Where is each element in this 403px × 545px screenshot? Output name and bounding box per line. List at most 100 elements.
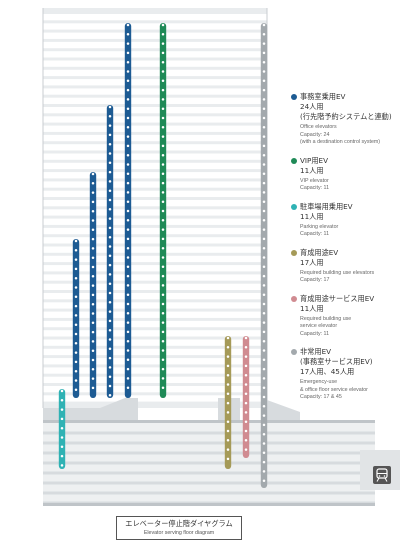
stop-dot bbox=[74, 286, 78, 289]
stop-dot bbox=[108, 105, 112, 109]
floor-slab bbox=[43, 376, 267, 383]
stop-dot bbox=[262, 51, 266, 55]
stop-dot bbox=[91, 293, 95, 297]
stop-dot bbox=[108, 291, 112, 295]
stop-dot bbox=[244, 355, 248, 358]
stop-dot bbox=[108, 263, 112, 267]
elevator-shaft bbox=[106, 105, 114, 398]
stop-dot bbox=[161, 265, 165, 269]
stop-dot bbox=[126, 349, 130, 352]
stop-dot bbox=[91, 247, 95, 250]
floor-slab bbox=[43, 97, 267, 104]
stop-dot bbox=[108, 198, 112, 202]
stop-dot bbox=[126, 126, 130, 129]
stop-dot bbox=[226, 383, 230, 386]
stop-dot bbox=[74, 342, 78, 345]
stop-dot bbox=[262, 246, 266, 250]
stop-dot bbox=[74, 332, 78, 336]
stop-dot bbox=[91, 358, 95, 362]
stop-dot bbox=[262, 79, 266, 83]
stop-dot bbox=[74, 314, 78, 317]
stop-dot bbox=[262, 135, 266, 138]
stop-dot bbox=[91, 321, 95, 325]
stop-dot bbox=[91, 330, 95, 334]
legend-capacity: 11人用 bbox=[300, 211, 324, 221]
stop-dot bbox=[262, 181, 266, 185]
legend-capacity: 11人用 bbox=[300, 165, 324, 175]
stop-dot bbox=[60, 445, 64, 449]
stop-dot bbox=[108, 384, 112, 388]
stop-dot bbox=[91, 209, 95, 213]
stop-dot bbox=[262, 274, 266, 278]
stop-dot bbox=[126, 302, 130, 306]
stop-dot bbox=[60, 454, 64, 458]
stop-dot bbox=[108, 226, 112, 230]
legend-capacity: 24人用 bbox=[300, 102, 324, 111]
legend-dot bbox=[291, 349, 297, 355]
stop-dot bbox=[244, 383, 248, 386]
stop-dot bbox=[161, 349, 165, 352]
legend-item-vip: VIP用EV 11人用 VIP elevator Capacity: 11 bbox=[291, 156, 403, 193]
floor-slab bbox=[43, 283, 267, 290]
stop-dot bbox=[91, 349, 95, 352]
stop-dot bbox=[74, 304, 78, 308]
stop-dot bbox=[126, 228, 130, 231]
stop-dot bbox=[244, 420, 248, 423]
stop-dot bbox=[262, 460, 266, 464]
stop-dot bbox=[126, 284, 130, 287]
stop-dot bbox=[262, 395, 266, 399]
floor-slab bbox=[43, 69, 267, 77]
stop-dot bbox=[91, 228, 95, 232]
floor-slab bbox=[43, 162, 267, 170]
stop-dot bbox=[91, 312, 95, 315]
floor-slab bbox=[43, 51, 267, 58]
stop-dot bbox=[108, 273, 112, 276]
stop-dot bbox=[126, 330, 130, 334]
stop-dot bbox=[161, 293, 165, 296]
stop-dot bbox=[74, 249, 78, 252]
stop-dot bbox=[108, 356, 112, 360]
stop-dot bbox=[108, 170, 112, 174]
stop-dot bbox=[108, 347, 112, 351]
stop-dot bbox=[126, 265, 130, 269]
stop-dot bbox=[262, 88, 266, 92]
stop-dot bbox=[91, 200, 95, 204]
stop-dot bbox=[108, 161, 112, 165]
stop-dot bbox=[108, 310, 112, 313]
stop-dot bbox=[126, 274, 130, 278]
stop-dot bbox=[126, 219, 130, 222]
elevator-shaft bbox=[224, 336, 232, 469]
stop-dot bbox=[262, 219, 266, 222]
stop-dot bbox=[161, 191, 165, 194]
floor-slab bbox=[43, 358, 267, 365]
stop-dot bbox=[262, 153, 266, 157]
stop-dot bbox=[262, 191, 266, 194]
stop-dot bbox=[161, 284, 165, 287]
floor-slab bbox=[43, 116, 267, 123]
stop-dot bbox=[126, 79, 130, 83]
stop-dot bbox=[108, 189, 112, 192]
floor-slab bbox=[43, 348, 267, 356]
stop-dot bbox=[262, 377, 266, 380]
stop-dot bbox=[226, 392, 230, 396]
stop-dot bbox=[161, 181, 165, 185]
stop-dot bbox=[226, 439, 230, 442]
legend-dot bbox=[291, 94, 297, 100]
stop-dot bbox=[108, 133, 112, 137]
stop-dot bbox=[262, 349, 266, 352]
stop-dot bbox=[161, 70, 165, 73]
floor-slab bbox=[43, 246, 267, 253]
stop-dot bbox=[60, 399, 64, 402]
stop-dot bbox=[226, 336, 230, 340]
stop-dot bbox=[74, 323, 78, 326]
stop-dot bbox=[161, 228, 165, 231]
floor-slab bbox=[43, 14, 267, 21]
stop-dot bbox=[60, 464, 64, 467]
legend-en: Capacity: 24 bbox=[300, 131, 330, 138]
stop-dot bbox=[262, 358, 266, 362]
stop-dot bbox=[161, 330, 165, 334]
floor-slab bbox=[43, 125, 267, 132]
stop-dot bbox=[161, 237, 165, 241]
stop-dot bbox=[244, 364, 248, 368]
stop-dot bbox=[60, 389, 64, 393]
